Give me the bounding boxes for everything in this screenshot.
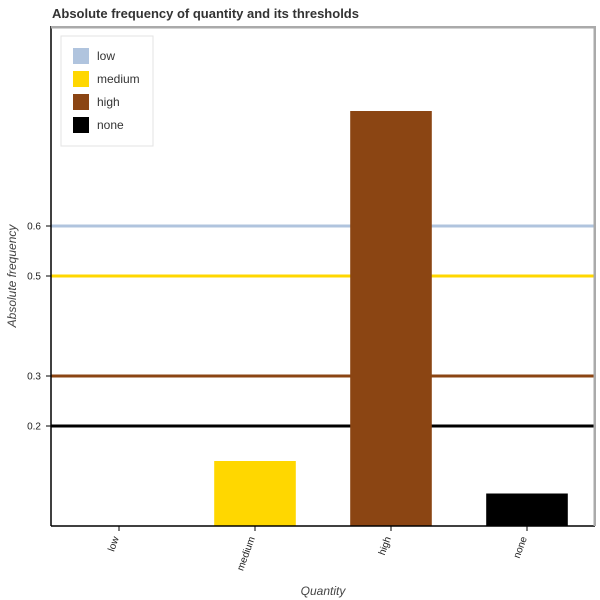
y-tick-label: 0.2 [27,422,41,433]
legend-label-low: low [97,49,115,63]
chart-title: Absolute frequency of quantity and its t… [52,6,359,21]
x-tick-label: low [106,535,122,554]
plot-frame-right [593,26,596,526]
x-tick-label: high [377,535,394,557]
bar-medium [214,461,296,526]
x-tick-label: medium [235,535,258,572]
x-tick-label: none [512,535,530,560]
legend-swatch-low [73,48,89,64]
bars [214,111,568,526]
legend-label-medium: medium [97,72,140,86]
threshold-lines [51,224,595,428]
y-tick-label: 0.3 [27,372,41,383]
plot-frame-top [51,26,596,29]
y-tick-label: 0.6 [27,222,41,233]
legend-label-none: none [97,118,124,132]
legend: low medium high none [60,35,154,147]
legend-swatch-high [73,94,89,110]
bar-high [350,111,432,526]
legend-swatch-medium [73,71,89,87]
y-axis-title: Absolute frequency [5,224,19,329]
y-tick-label: 0.5 [27,272,41,283]
x-axis-title: Quantity [301,584,347,598]
legend-label-high: high [97,95,120,109]
legend-swatch-none [73,117,89,133]
bar-none [486,493,568,526]
